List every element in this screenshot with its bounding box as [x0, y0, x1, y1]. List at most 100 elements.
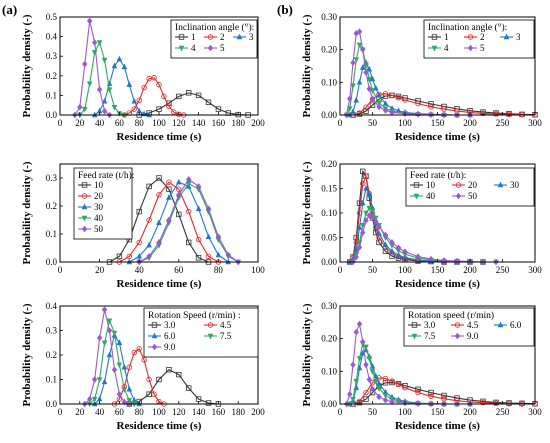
data-point-b1-2-16 — [506, 111, 512, 118]
y-tick-label-a1-2: 0.2 — [46, 71, 57, 81]
data-point-b2-20-5 — [363, 173, 369, 179]
legend-label-a2-30: 30 — [94, 202, 104, 212]
data-point-a1-1-5 — [185, 90, 192, 96]
data-point-a2-30-5 — [176, 178, 182, 185]
legend-marker-b3-9.0 — [454, 332, 461, 340]
data-point-b1-5-5 — [360, 46, 366, 53]
y-axis-title-a2: Probability density (-) — [21, 161, 33, 264]
data-point-a1-2-2 — [131, 106, 137, 112]
y-tick-label-b1-2: 0.20 — [321, 45, 337, 55]
legend-marker-a3-7.5 — [207, 333, 214, 340]
data-point-b3-4.5-5 — [382, 375, 389, 382]
data-point-b3-4.5-10 — [428, 393, 434, 399]
data-point-b2-50-7 — [373, 218, 379, 225]
legend-label-a1-3: 3 — [249, 32, 254, 42]
x-axis-title-b2: Residence time (s) — [395, 278, 480, 290]
data-point-a3-9.0-3 — [96, 334, 103, 342]
data-point-b3-9.0-3 — [353, 328, 359, 336]
data-point-a1-2-7 — [156, 81, 162, 88]
data-point-a1-2-5 — [146, 76, 152, 82]
data-point-b2-30-9 — [376, 230, 382, 236]
legend-title-a2: Feed rate (t/h): — [78, 170, 134, 181]
legend-label-a2-40: 40 — [94, 213, 104, 223]
legend-b1: Inclination angle (°):1 2 3 4 5 — [423, 19, 535, 59]
data-point-b3-3.0-9 — [415, 386, 421, 392]
data-point-b1-5-4 — [356, 28, 363, 35]
data-point-a2-10-8 — [185, 239, 192, 246]
data-point-a1-2-8 — [161, 93, 167, 100]
y-tick-label-a2-2: 0.2 — [46, 201, 57, 211]
data-point-a2-20-2 — [136, 239, 142, 246]
data-point-a2-50-8 — [215, 233, 222, 241]
legend-marker-a3-9.0 — [151, 343, 158, 351]
legend-title-b1: Inclination angle (°): — [428, 22, 507, 33]
legend-marker-b1-3 — [503, 33, 510, 40]
x-tick-label-a1-7: 140 — [192, 118, 206, 128]
data-point-b1-1-2 — [363, 108, 369, 114]
data-point-a1-4-7 — [111, 104, 118, 111]
data-point-b2-20-4 — [360, 180, 366, 187]
data-point-b1-3-6 — [366, 65, 373, 72]
data-point-a1-2-6 — [151, 75, 157, 81]
y-tick-label-b2-4: 0.20 — [321, 159, 337, 169]
legend-label-a2-50: 50 — [94, 224, 104, 234]
data-point-a2-50-5 — [186, 176, 192, 183]
data-point-b2-30-6 — [366, 190, 373, 196]
x-axis-title-a1: Residence time (s) — [117, 131, 202, 143]
series-line-a3-4.5 — [114, 348, 165, 405]
y-tick-label-a3-3: 0.3 — [46, 326, 58, 336]
legend-marker-a2-50 — [81, 225, 88, 233]
data-point-a1-5-3 — [87, 17, 93, 25]
legend-label-b1-4: 4 — [444, 43, 449, 53]
data-point-a1-5-1 — [77, 103, 83, 111]
data-point-b1-2-6 — [389, 92, 395, 99]
data-point-a2-10-7 — [176, 211, 182, 218]
data-point-a1-5-6 — [101, 107, 108, 115]
legend-marker-a3-3.0 — [151, 322, 158, 328]
data-point-a3-7.5-2 — [96, 377, 103, 383]
data-point-a2-50-1 — [146, 253, 152, 260]
legend-label-a3-7.5: 7.5 — [220, 331, 232, 341]
data-point-b3-9.0-4 — [356, 320, 363, 328]
data-point-b3-7.5-8 — [372, 378, 379, 385]
plot-frame-a2 — [59, 163, 259, 263]
data-point-b1-5-13 — [415, 111, 421, 118]
legend-label-a1-1: 1 — [191, 32, 196, 42]
data-point-a1-2-3 — [136, 97, 142, 103]
data-point-a1-5-4 — [91, 39, 98, 46]
data-point-a1-2-4 — [141, 84, 147, 91]
x-tick-label-a1-8: 160 — [212, 118, 226, 128]
data-point-a2-10-9 — [195, 255, 202, 261]
data-point-b1-5-10 — [382, 107, 389, 114]
legend-marker-b1-5 — [467, 44, 474, 52]
chart-panel-a3: 0 20 40 60 80 100 120 140 160 180 200 0.0 0.1 0.2 0.3 0… — [21, 301, 265, 432]
legend-marker-a3-6.0 — [151, 332, 158, 339]
data-point-b3-4.5-15 — [493, 400, 499, 407]
series-line-a1-4 — [79, 40, 125, 116]
data-point-b2-10-4 — [360, 168, 366, 175]
data-point-a3-6.0-8 — [131, 396, 138, 403]
legend-marker-b2-30 — [497, 181, 504, 188]
data-point-a3-3.0-5 — [176, 371, 182, 378]
x-tick-label-b3-6: 300 — [528, 407, 542, 417]
series-line-b3-4.5 — [352, 377, 535, 405]
data-point-b1-5-6 — [363, 69, 369, 76]
series-line-a2-20 — [119, 181, 219, 263]
y-tick-label-b2-1: 0.05 — [321, 233, 337, 243]
data-point-a1-3-6 — [121, 63, 128, 70]
data-point-a3-3.0-3 — [156, 376, 162, 383]
data-point-a2-10-5 — [156, 175, 162, 181]
series-line-a1-1 — [139, 92, 249, 116]
x-tick-label-b1-2: 100 — [398, 118, 412, 128]
data-point-b3-9.0-6 — [363, 361, 369, 369]
data-point-a1-1-4 — [176, 93, 182, 100]
data-point-b1-3-1 — [350, 108, 356, 114]
data-point-b2-50-9 — [382, 231, 389, 239]
data-point-b3-3.0-2 — [363, 396, 369, 402]
data-point-b1-4-4 — [356, 42, 363, 49]
data-point-b1-2-14 — [480, 110, 486, 117]
x-tick-label-a1-9: 180 — [231, 118, 245, 128]
legend-box-a3 — [143, 307, 259, 358]
x-tick-label-b2-2: 100 — [398, 265, 412, 275]
